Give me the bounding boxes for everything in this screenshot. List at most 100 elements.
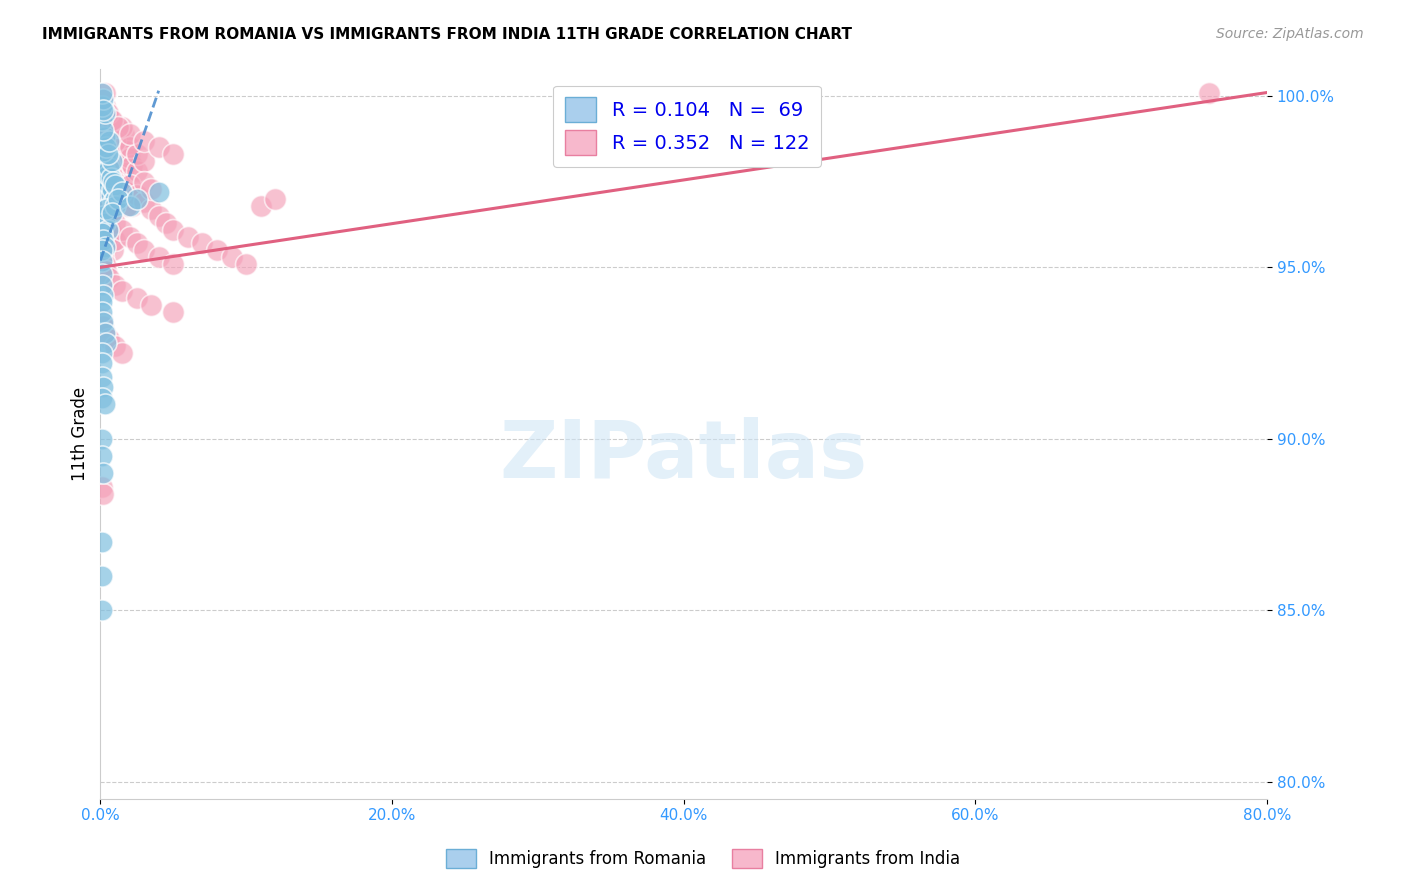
Point (132, 195, 155, 210)
Point (97, 222, 120, 236)
Point (90, 294, 112, 309)
Point (93, 185, 115, 199)
Point (91, 209, 114, 223)
Point (148, 209, 170, 223)
Point (103, 244, 125, 258)
Point (148, 140, 170, 154)
Point (90, 267, 112, 281)
Point (111, 185, 134, 199)
Point (107, 192, 129, 206)
Point (108, 157, 131, 171)
Point (96, 264, 118, 278)
Legend: R = 0.104   N =  69, R = 0.352   N = 122: R = 0.104 N = 69, R = 0.352 N = 122 (554, 86, 821, 167)
Point (101, 112, 124, 127)
Point (91, 144, 114, 158)
Point (103, 195, 125, 210)
Point (101, 154, 124, 169)
Point (91, 123, 114, 137)
Point (112, 127, 135, 141)
Point (118, 229, 141, 244)
Point (264, 192, 287, 206)
Point (93, 99, 115, 113)
Point (111, 285, 134, 299)
Point (104, 339, 127, 353)
Point (90, 244, 112, 258)
Point (115, 185, 138, 199)
Point (101, 178, 124, 192)
Point (100, 171, 122, 186)
Point (97, 229, 120, 244)
Text: IMMIGRANTS FROM ROMANIA VS IMMIGRANTS FROM INDIA 11TH GRADE CORRELATION CHART: IMMIGRANTS FROM ROMANIA VS IMMIGRANTS FR… (42, 27, 852, 42)
Point (97, 147, 120, 161)
Point (90, 432, 112, 446)
Point (97, 202, 120, 216)
Point (90, 99, 112, 113)
Point (103, 175, 125, 189)
Point (91, 181, 114, 195)
Point (111, 222, 134, 236)
Point (93, 86, 115, 100)
Point (125, 236, 148, 251)
Point (107, 171, 129, 186)
Point (90, 569, 112, 583)
Point (125, 291, 148, 305)
Point (90, 164, 112, 178)
Point (90, 226, 112, 240)
Point (91, 233, 114, 247)
Point (90, 346, 112, 360)
Point (97, 199, 120, 213)
Point (90, 244, 112, 258)
Point (90, 391, 112, 405)
Point (111, 185, 134, 199)
Point (115, 144, 138, 158)
Point (100, 161, 122, 175)
Point (104, 134, 127, 148)
Point (93, 397, 115, 411)
Point (90, 86, 112, 100)
Point (91, 112, 114, 127)
Y-axis label: 11th Grade: 11th Grade (72, 386, 89, 481)
Point (101, 226, 124, 240)
Point (90, 603, 112, 617)
Point (101, 205, 124, 219)
Point (105, 164, 128, 178)
Point (104, 175, 127, 189)
Point (90, 151, 112, 165)
Point (96, 151, 118, 165)
Point (93, 240, 115, 254)
Point (107, 120, 129, 134)
Point (91, 318, 114, 333)
Point (96, 222, 118, 236)
Point (91, 103, 114, 117)
Point (90, 112, 112, 127)
Point (93, 130, 115, 145)
Point (148, 185, 170, 199)
Point (90, 305, 112, 319)
Point (97, 199, 120, 213)
Point (96, 147, 118, 161)
Point (98, 178, 121, 192)
Point (93, 192, 115, 206)
Point (100, 236, 122, 251)
Point (104, 277, 127, 292)
Point (249, 199, 271, 213)
Point (97, 127, 120, 141)
Point (91, 250, 114, 264)
Point (105, 130, 128, 145)
Point (104, 233, 127, 247)
Point (93, 326, 115, 340)
Point (90, 277, 112, 292)
Point (111, 120, 134, 134)
Point (162, 222, 184, 236)
Point (132, 244, 155, 258)
Point (118, 199, 141, 213)
Point (93, 216, 115, 230)
Point (93, 257, 115, 271)
Point (96, 171, 118, 186)
Point (96, 195, 118, 210)
Point (104, 192, 127, 206)
Point (93, 202, 115, 216)
Point (91, 466, 114, 480)
Point (118, 192, 141, 206)
Point (91, 185, 114, 199)
